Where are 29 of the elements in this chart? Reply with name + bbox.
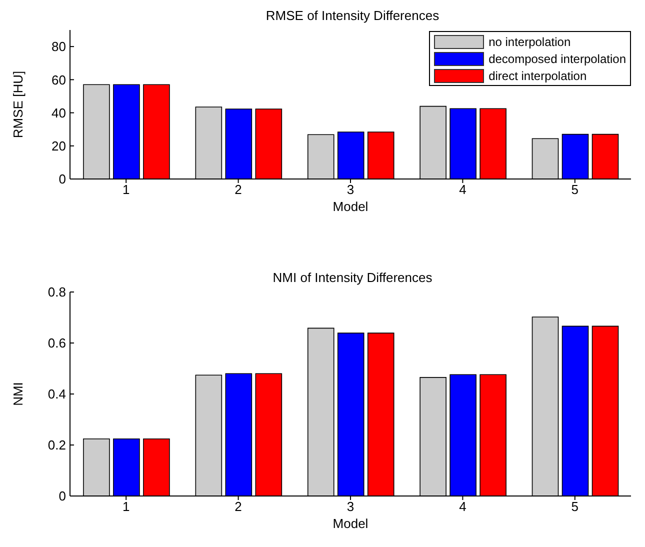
x-tick-label: 5 xyxy=(571,499,579,514)
y-axis-title: NMI xyxy=(10,382,26,406)
y-tick-label: 60 xyxy=(52,72,66,88)
x-axis-title: Model xyxy=(332,199,368,214)
chart-title: RMSE of Intensity Differences xyxy=(264,8,440,25)
x-tick-label: 2 xyxy=(234,499,242,514)
x-tick-label: 4 xyxy=(459,499,466,514)
x-tick-label: 2 xyxy=(234,182,242,198)
x-tick-label: 5 xyxy=(571,182,579,198)
y-tick-label: 0 xyxy=(58,172,66,187)
legend-label: direct interpolation xyxy=(488,68,587,82)
chart-title: NMI of Intensity Differences xyxy=(272,270,432,285)
y-tick-label: 0.6 xyxy=(48,336,66,351)
y-tick-label: 80 xyxy=(52,39,66,54)
x-axis-title: Model xyxy=(332,516,368,531)
y-tick-label: 0.8 xyxy=(48,284,66,300)
y-tick-label: 40 xyxy=(52,105,66,120)
y-axis-title: RMSE [HU] xyxy=(10,70,26,138)
legend-label: decomposed interpolation xyxy=(488,52,626,66)
y-tick-label: 0.4 xyxy=(48,386,66,402)
x-tick-label: 1 xyxy=(122,182,130,198)
y-tick-label: 0 xyxy=(58,488,66,504)
x-tick-label: 4 xyxy=(459,182,466,198)
y-tick-label: 0.2 xyxy=(48,438,66,453)
y-tick-label: 20 xyxy=(52,138,66,154)
legend-label: no interpolation xyxy=(488,34,571,48)
x-tick-label: 3 xyxy=(346,182,354,198)
x-tick-label: 1 xyxy=(122,499,130,514)
x-tick-label: 3 xyxy=(346,499,354,514)
